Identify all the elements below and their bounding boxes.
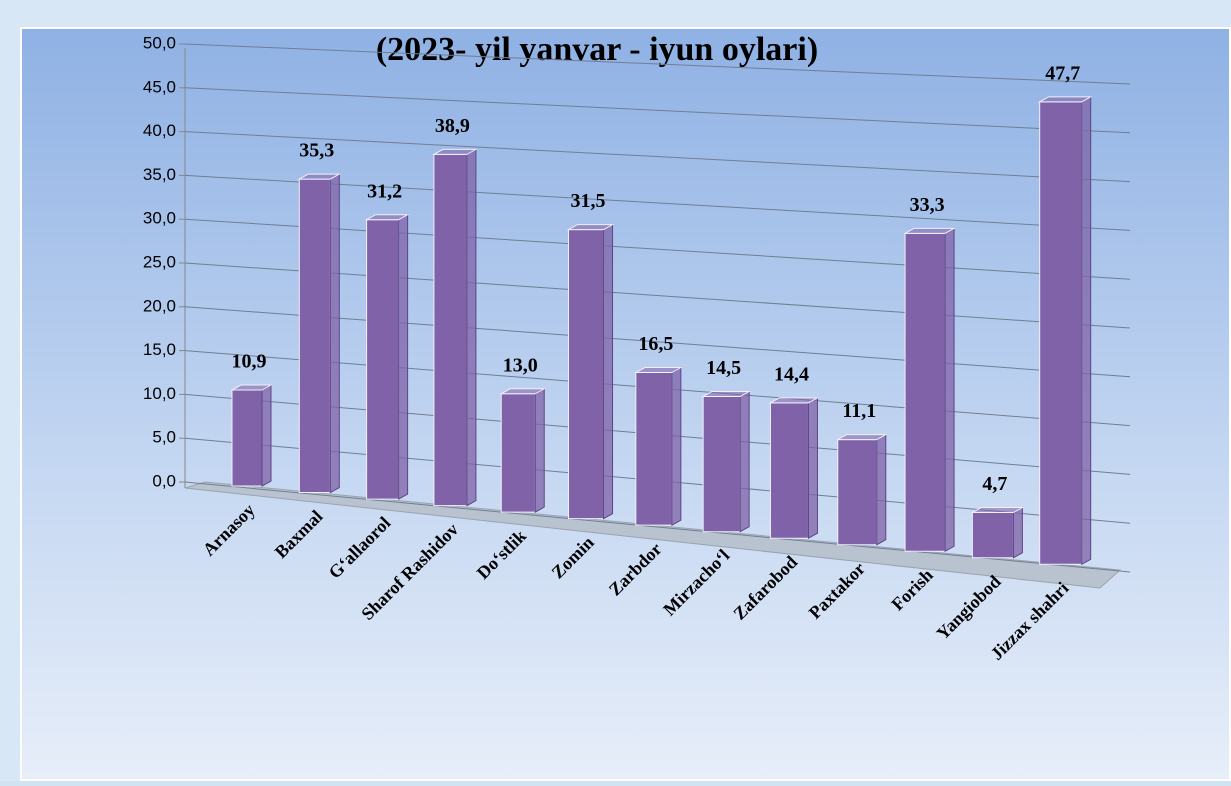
value-label: 31,5 <box>571 190 606 212</box>
bar <box>568 229 605 520</box>
bar-top <box>903 227 957 234</box>
bar-top <box>499 388 547 395</box>
y-tick-label: 5,0 <box>152 428 176 447</box>
grid-line <box>184 87 1131 134</box>
bar-group <box>903 227 957 553</box>
chart-title: (2023- yil yanvar - iyun oylari) <box>376 31 818 68</box>
bar-top <box>297 173 342 180</box>
bar-group <box>499 387 547 513</box>
bar-group <box>431 148 478 507</box>
value-label: 33,3 <box>910 194 945 216</box>
chart-panel <box>20 27 1231 781</box>
bar <box>837 439 878 546</box>
y-tick-label: 35,0 <box>143 165 176 184</box>
bar-top <box>1037 96 1093 103</box>
bar-group <box>633 366 683 527</box>
bar-side <box>739 390 750 533</box>
bar-top <box>633 367 683 374</box>
bar-side <box>1081 95 1092 566</box>
grid-line <box>184 43 1131 85</box>
bar <box>298 178 331 494</box>
bar-group <box>566 223 615 520</box>
bar <box>904 232 946 552</box>
y-tick-label: 0,0 <box>152 471 176 490</box>
y-tick-label: 20,0 <box>143 296 176 315</box>
bar-group <box>364 213 410 500</box>
bar-top <box>835 434 888 441</box>
bar-side <box>398 213 409 500</box>
bar-group <box>835 433 888 546</box>
bar-group <box>970 506 1025 559</box>
bar-group <box>297 173 342 494</box>
bar-side <box>329 173 340 494</box>
value-label: 35,3 <box>299 140 334 162</box>
bar-side <box>876 433 887 546</box>
grid-line <box>184 262 1131 329</box>
bar <box>702 395 741 533</box>
grid-line <box>184 218 1131 280</box>
bar-top <box>431 148 478 155</box>
bar <box>971 512 1014 559</box>
bar <box>231 389 263 487</box>
bar-group <box>701 390 752 533</box>
bar-side <box>466 148 477 507</box>
bar-group <box>230 384 273 487</box>
y-tick-label: 15,0 <box>143 340 176 359</box>
grid-line <box>184 131 1131 183</box>
y-tick-label: 30,0 <box>143 209 176 228</box>
value-label: 14,5 <box>706 357 741 379</box>
bar-group <box>768 397 820 540</box>
y-tick-label: 10,0 <box>143 384 176 403</box>
value-label: 47,7 <box>1045 62 1080 84</box>
grid-line <box>184 306 1131 378</box>
value-label: 38,9 <box>435 115 470 137</box>
value-label: 14,4 <box>774 363 809 385</box>
bar <box>1039 101 1083 565</box>
y-tick-label: 25,0 <box>143 252 176 271</box>
bar <box>635 372 673 526</box>
bar-top <box>701 390 752 397</box>
value-label: 31,2 <box>367 180 402 202</box>
bar <box>366 219 400 500</box>
value-label: 10,9 <box>232 351 267 373</box>
y-tick-label: 45,0 <box>143 77 176 96</box>
value-label: 13,0 <box>503 354 538 376</box>
bar-top <box>364 214 410 221</box>
floor <box>184 481 1122 589</box>
bar-side <box>1012 506 1023 559</box>
bar-side <box>603 223 614 520</box>
bar-side <box>807 397 818 540</box>
bar-side <box>261 384 272 487</box>
value-label: 11,1 <box>842 400 876 422</box>
bar-top <box>230 384 273 391</box>
value-label: 4,7 <box>982 473 1007 495</box>
y-tick-label: 50,0 <box>143 33 176 52</box>
bar-side <box>671 366 682 527</box>
bar <box>500 393 536 513</box>
grid-line <box>184 174 1131 231</box>
bar-side <box>944 227 955 553</box>
y-tick-label: 40,0 <box>143 121 176 140</box>
bar <box>769 402 809 539</box>
value-label: 16,5 <box>638 333 673 355</box>
bar <box>433 153 468 507</box>
bar-top <box>768 397 820 404</box>
bar-side <box>534 387 545 513</box>
bar-top <box>566 224 615 231</box>
bar-top <box>970 507 1025 514</box>
bar-group <box>1037 95 1093 566</box>
